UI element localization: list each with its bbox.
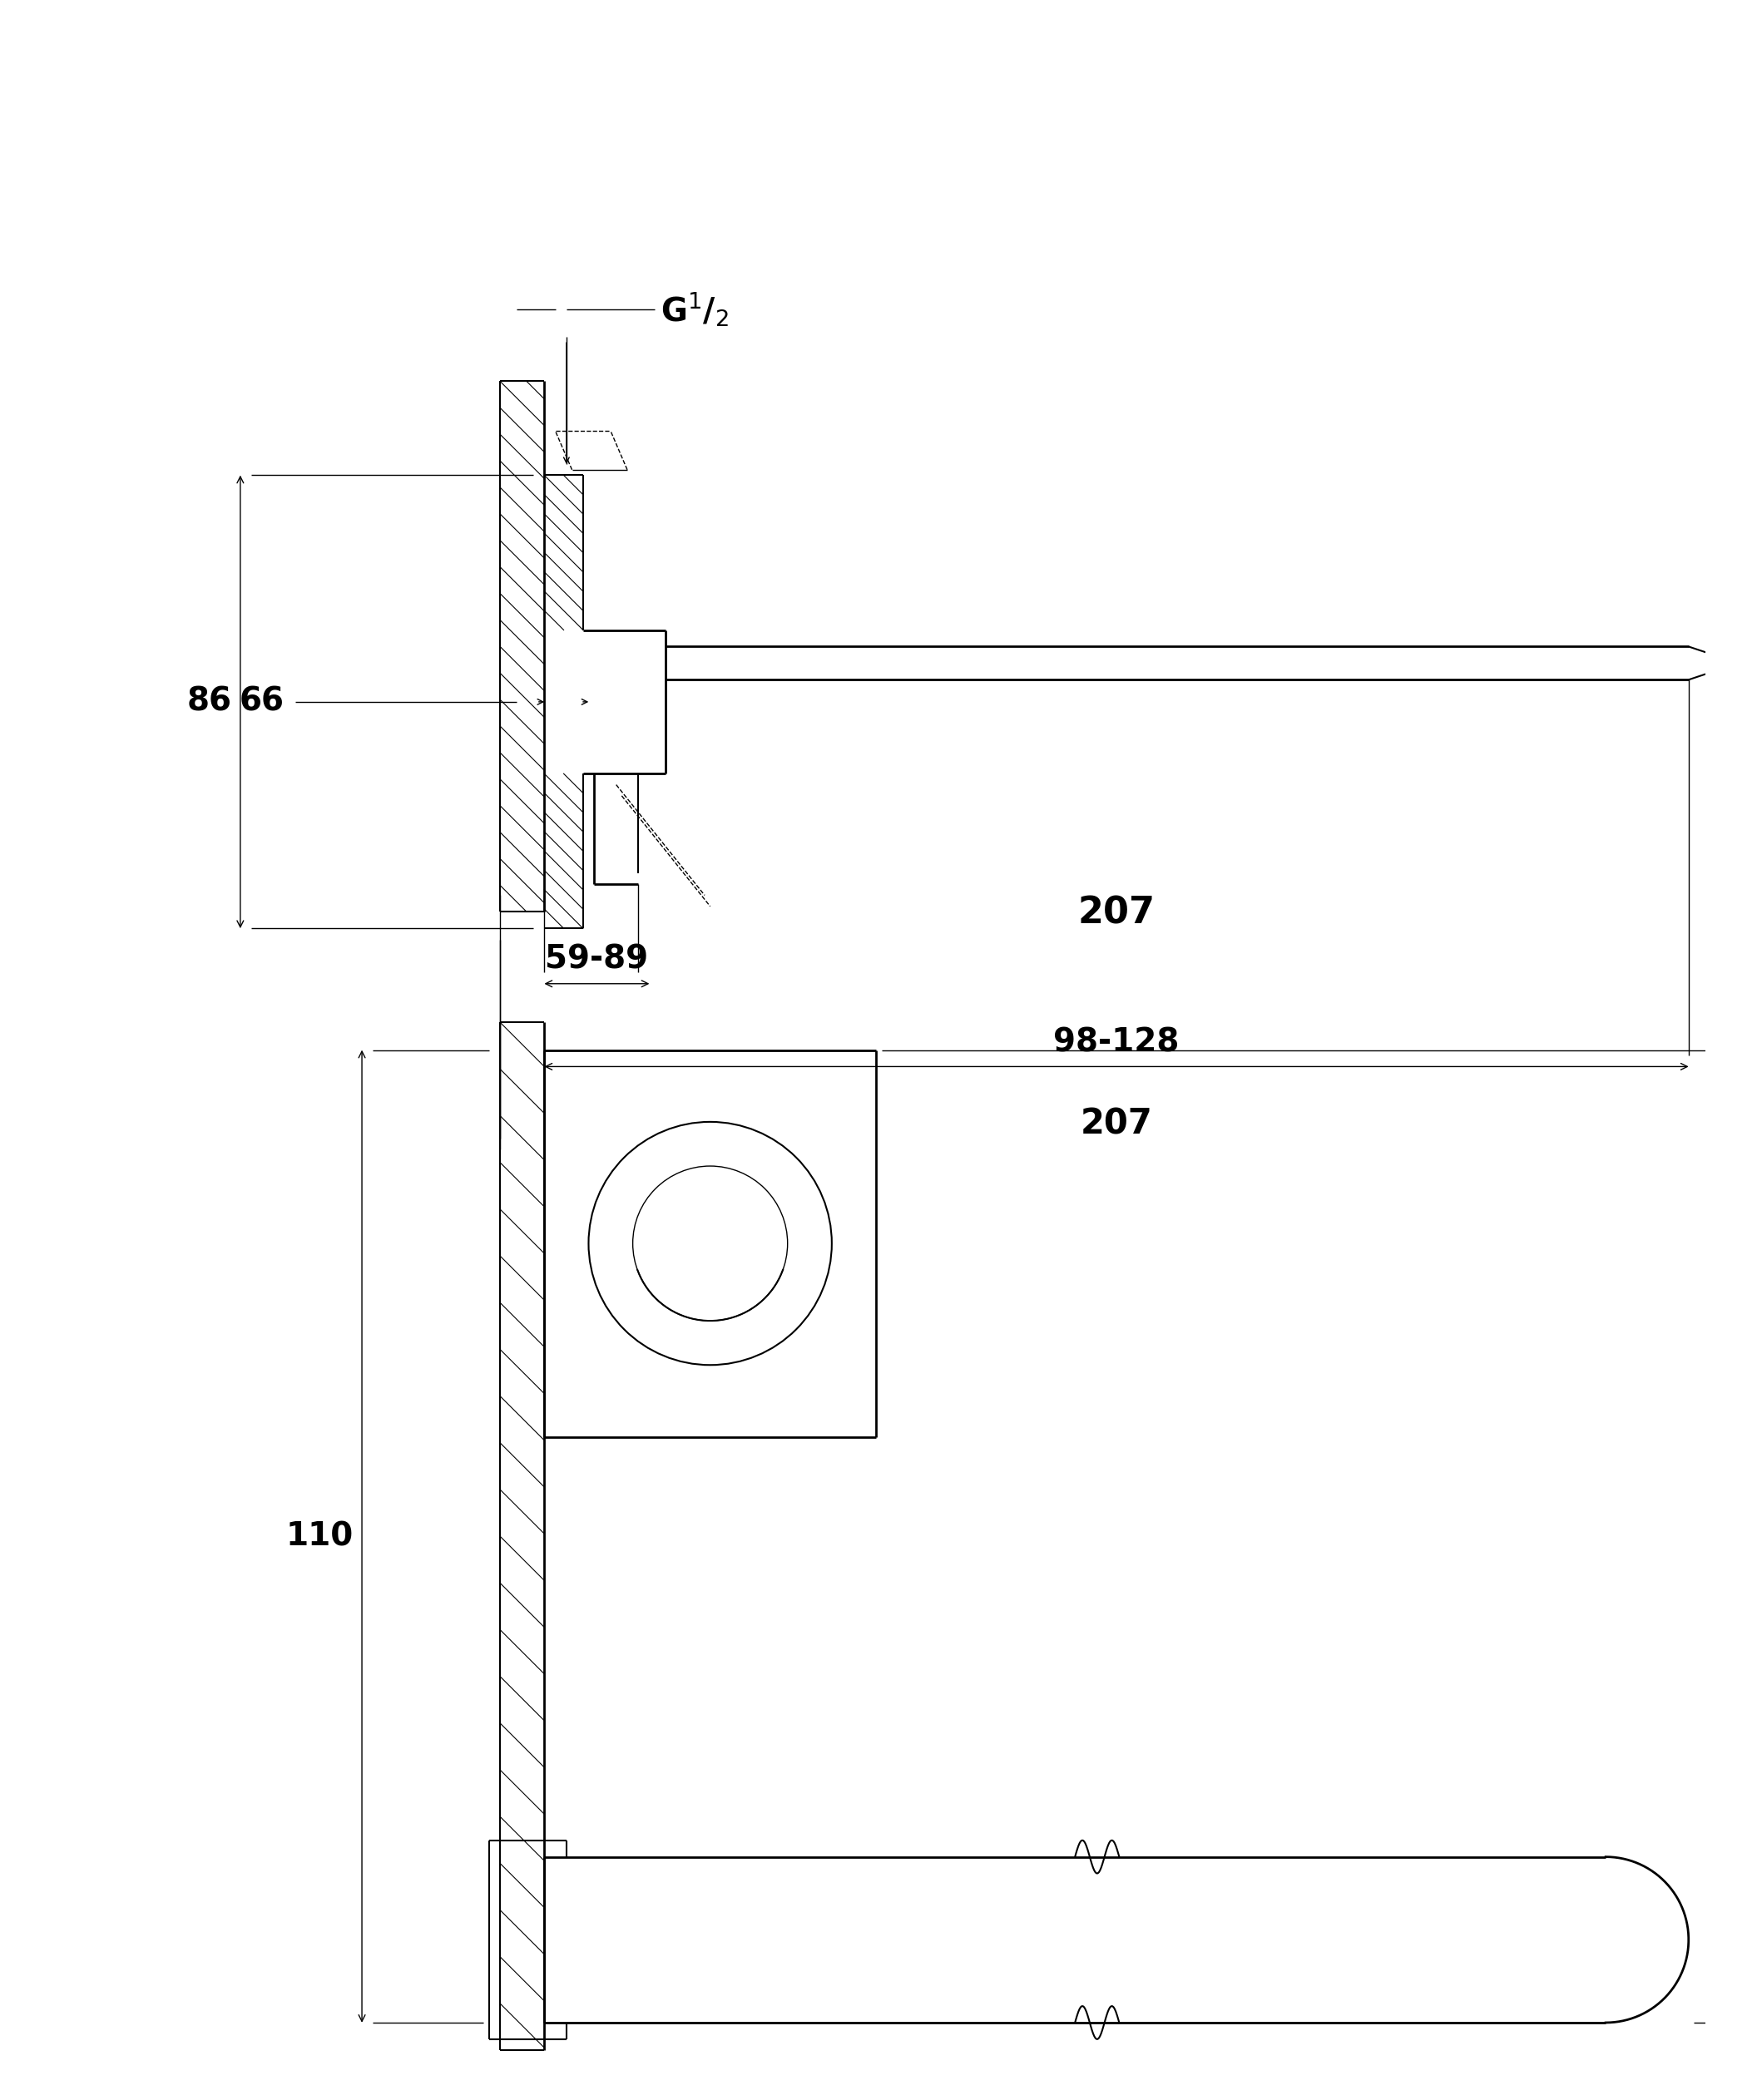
Text: 66: 66 [240, 687, 284, 718]
Text: 207: 207 [1077, 895, 1155, 930]
Text: 98-128: 98-128 [1053, 1027, 1179, 1058]
Text: 207: 207 [1081, 1107, 1153, 1140]
Text: 110: 110 [286, 1520, 354, 1552]
Text: 59-89: 59-89 [545, 943, 648, 974]
Text: G$^{1}$/$_{2}$: G$^{1}$/$_{2}$ [661, 290, 729, 328]
Text: 86: 86 [187, 687, 231, 718]
